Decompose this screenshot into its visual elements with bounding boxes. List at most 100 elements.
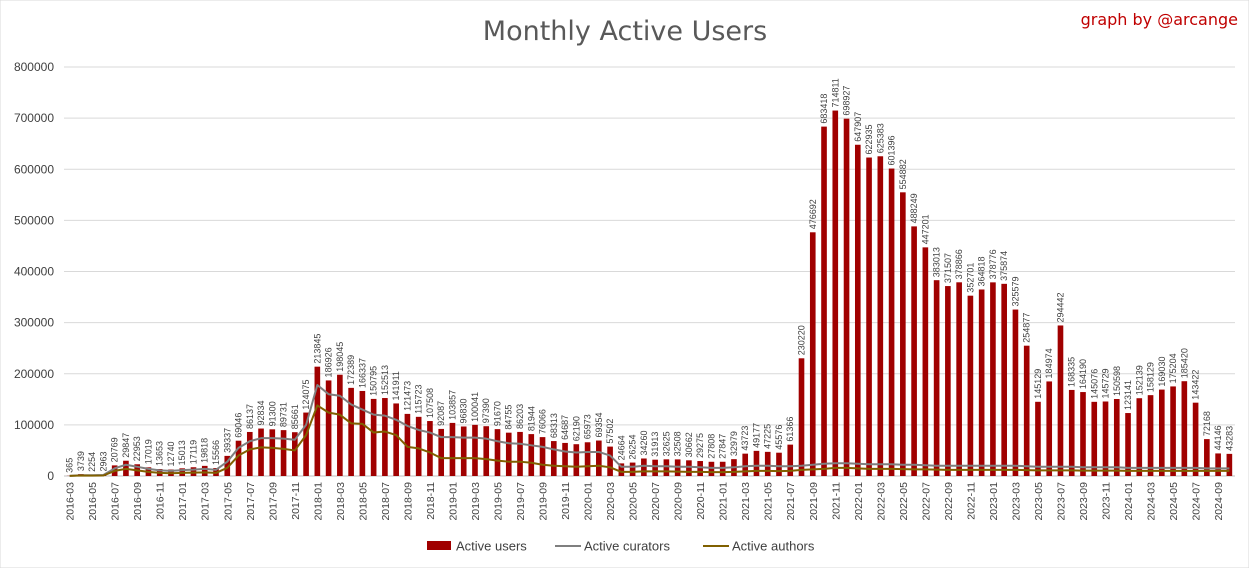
x-tick-label: 2021-03: [740, 482, 752, 521]
data-label: 169030: [1157, 357, 1167, 387]
legend-label: Active authors: [732, 539, 815, 554]
bar: [708, 461, 715, 476]
data-label: 698927: [842, 86, 852, 116]
bar: [280, 430, 287, 476]
data-label: 91670: [492, 401, 502, 426]
data-label: 683418: [819, 94, 829, 124]
bar: [382, 398, 388, 476]
bar: [348, 387, 354, 476]
data-label: 39337: [222, 428, 232, 453]
data-label: 32508: [673, 431, 683, 456]
bar: [370, 398, 377, 476]
bar: [292, 432, 298, 476]
x-tick-label: 2022-11: [965, 482, 977, 520]
bar: [235, 440, 242, 476]
bar: [866, 157, 872, 476]
legend: Active users Active curators Active author…: [427, 539, 815, 554]
x-tick-label: 2020-11: [695, 482, 707, 520]
data-label: 30662: [684, 432, 694, 457]
x-tick-label: 2019-11: [560, 482, 572, 520]
data-label: 383013: [932, 247, 942, 277]
bar: [719, 461, 726, 476]
x-tick-label: 2019-01: [447, 482, 459, 521]
data-label: 3739: [76, 451, 86, 471]
data-label: 62190: [571, 416, 581, 441]
data-label: 488249: [909, 193, 919, 223]
x-tick-label: 2024-09: [1213, 482, 1225, 521]
data-label: 69046: [234, 413, 244, 438]
data-label: 91300: [267, 401, 277, 426]
data-label: 17019: [143, 439, 153, 464]
data-label: 68313: [549, 413, 559, 438]
data-label: 13653: [155, 441, 165, 466]
bar: [1125, 413, 1131, 476]
bar: [832, 110, 839, 476]
bar: [528, 434, 535, 476]
bar: [246, 431, 253, 476]
data-label: 27808: [706, 434, 716, 459]
bar: [956, 282, 962, 476]
data-label: 76066: [538, 409, 548, 434]
x-tick-label: 2021-09: [808, 482, 820, 521]
data-label: 47225: [763, 424, 773, 449]
bar: [1102, 401, 1109, 476]
x-tick-label: 2022-01: [853, 482, 865, 521]
data-label: 622935: [864, 124, 874, 154]
data-label: 64687: [560, 415, 570, 440]
x-tick-label: 2023-09: [1078, 482, 1090, 521]
data-label: 32625: [661, 431, 671, 456]
bar: [1113, 399, 1120, 476]
x-tick-label: 2019-03: [470, 482, 482, 521]
y-tick-label: 500000: [14, 213, 54, 227]
x-tick-label: 2022-07: [920, 482, 932, 521]
y-axis: 0 100000 200000 300000 400000 500000 600000 700…: [14, 60, 54, 483]
bar: [1226, 453, 1233, 476]
bar: [584, 442, 591, 476]
data-label: 86137: [245, 404, 255, 429]
data-label: 254877: [1022, 313, 1032, 343]
bar: [1170, 386, 1176, 476]
bar: [1192, 402, 1199, 476]
bar: [945, 286, 951, 476]
bar: [888, 168, 895, 476]
data-label: 17119: [188, 440, 198, 464]
data-label: 554882: [898, 159, 908, 189]
data-labels: 365 3739 2254 2963 20769 29847 22953 17019 13653…: [65, 78, 1235, 473]
x-tick-label: 2021-11: [830, 482, 842, 520]
series-line: [69, 404, 1230, 477]
data-label: 647907: [853, 112, 863, 142]
bar: [325, 380, 332, 476]
y-tick-label: 0: [47, 469, 54, 483]
y-tick-label: 100000: [14, 418, 54, 432]
data-label: 49177: [751, 423, 761, 448]
bar: [618, 463, 625, 476]
data-label: 371507: [943, 253, 953, 283]
bar: [629, 462, 636, 476]
x-tick-label: 2017-07: [245, 482, 257, 521]
line-series: [69, 384, 1230, 477]
x-tick-label: 2021-01: [718, 482, 730, 521]
bar-series: [66, 110, 1233, 477]
bar: [641, 458, 647, 476]
data-label: 85661: [290, 404, 300, 429]
bar: [978, 289, 985, 476]
x-tick-label: 2016-07: [110, 482, 122, 521]
y-tick-label: 300000: [14, 316, 54, 330]
data-label: 26254: [628, 435, 638, 460]
x-tick-label: 2023-01: [988, 482, 1000, 521]
bar: [393, 403, 399, 476]
bar: [1068, 389, 1075, 476]
data-label: 145076: [1089, 369, 1099, 399]
x-tick-label: 2024-01: [1123, 482, 1135, 521]
x-tick-label: 2017-11: [290, 482, 302, 520]
bar: [933, 280, 940, 476]
x-axis: 2016-03 2016-05 2016-07 2016-09 2016-11 2017-…: [65, 482, 1225, 521]
y-tick-label: 700000: [14, 111, 54, 125]
bar: [258, 428, 264, 476]
x-tick-label: 2016-03: [65, 482, 77, 521]
data-label: 152513: [380, 365, 390, 395]
data-label: 364818: [977, 256, 987, 286]
bar: [427, 421, 433, 476]
data-label: 19818: [200, 438, 210, 463]
